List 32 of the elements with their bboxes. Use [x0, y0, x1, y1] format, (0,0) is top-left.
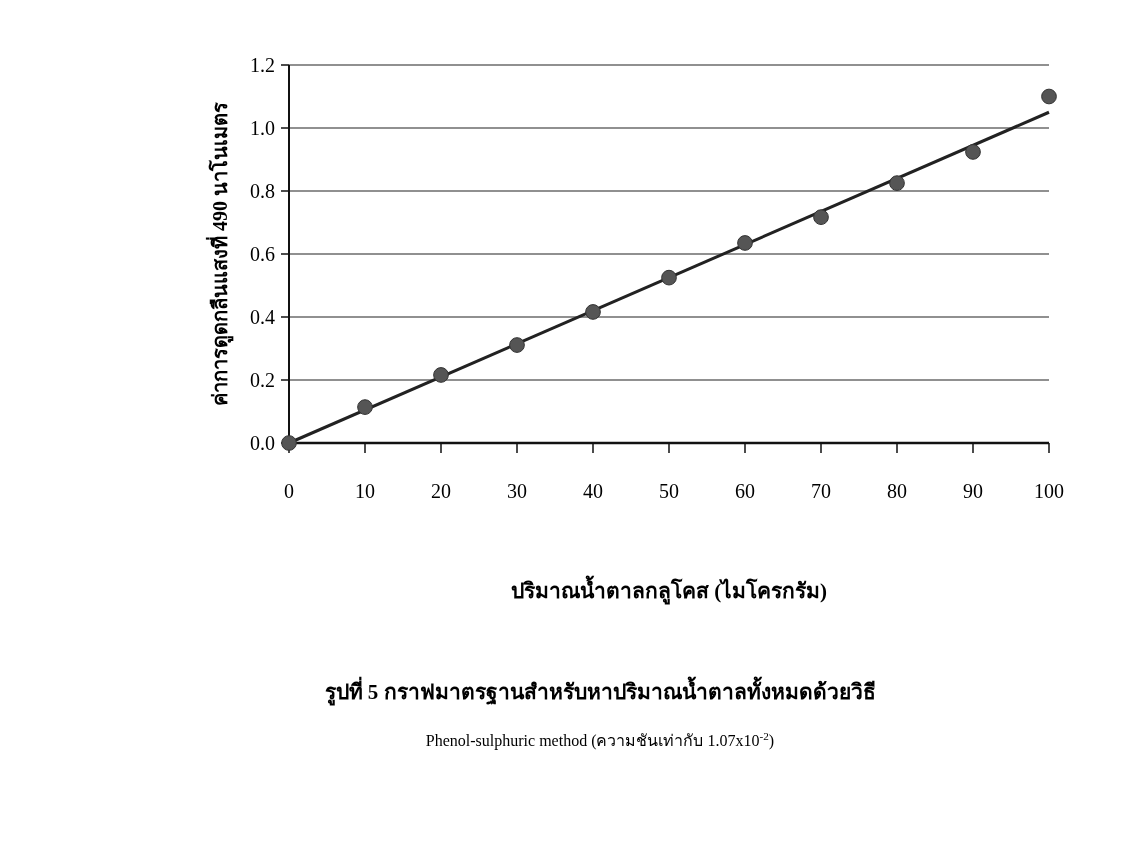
- point: [813, 209, 829, 225]
- x-tick-label: 20: [431, 480, 451, 502]
- y-tick-label: 0.2: [250, 369, 275, 391]
- x-tick-label: 60: [735, 480, 755, 502]
- text: รูปที่ 5 กราฟมาตรฐานสำหรับหาปริมาณน้ำตาลทั้งหมดด้วยวิธี: [324, 676, 876, 706]
- point: [965, 144, 981, 160]
- point: [737, 235, 753, 251]
- point: [357, 399, 373, 415]
- x-tick-label: 50: [659, 480, 679, 502]
- x-tick-label: 70: [811, 480, 831, 502]
- point: [509, 337, 525, 353]
- x-tick-label: 80: [887, 480, 907, 502]
- point: [661, 269, 677, 286]
- point: [1041, 88, 1057, 105]
- text: Phenol-sulphuric method (ความชันเท่ากับ 1.07x10$^{-2}$): [425, 730, 775, 750]
- point: [585, 304, 601, 320]
- y-tick-label: 0.0: [250, 432, 275, 454]
- x-axis-title: ปริมาณน้ำตาลกลูโคส (ไมโครกรัม): [510, 575, 828, 605]
- y-tick-label: 1.0: [250, 117, 275, 139]
- x-tick-label: 100: [1034, 480, 1064, 502]
- x-tick-label: 10: [355, 480, 375, 502]
- x-tick-label: 30: [507, 480, 527, 502]
- y-tick-label: 0.4: [250, 306, 275, 328]
- x-tick-label: 0: [284, 480, 294, 502]
- y-tick-label: 0.8: [250, 180, 275, 202]
- point: [889, 175, 905, 191]
- x-tick-label: 40: [583, 480, 603, 502]
- x-tick-label: 90: [963, 480, 983, 502]
- y-tick-label: 0.6: [250, 243, 275, 265]
- y-tick-label: 1.2: [250, 54, 275, 76]
- y-axis-title: ค่าการดูดกลืนแสงที่ 490 นาโนเมตร: [205, 102, 234, 406]
- point: [433, 367, 449, 383]
